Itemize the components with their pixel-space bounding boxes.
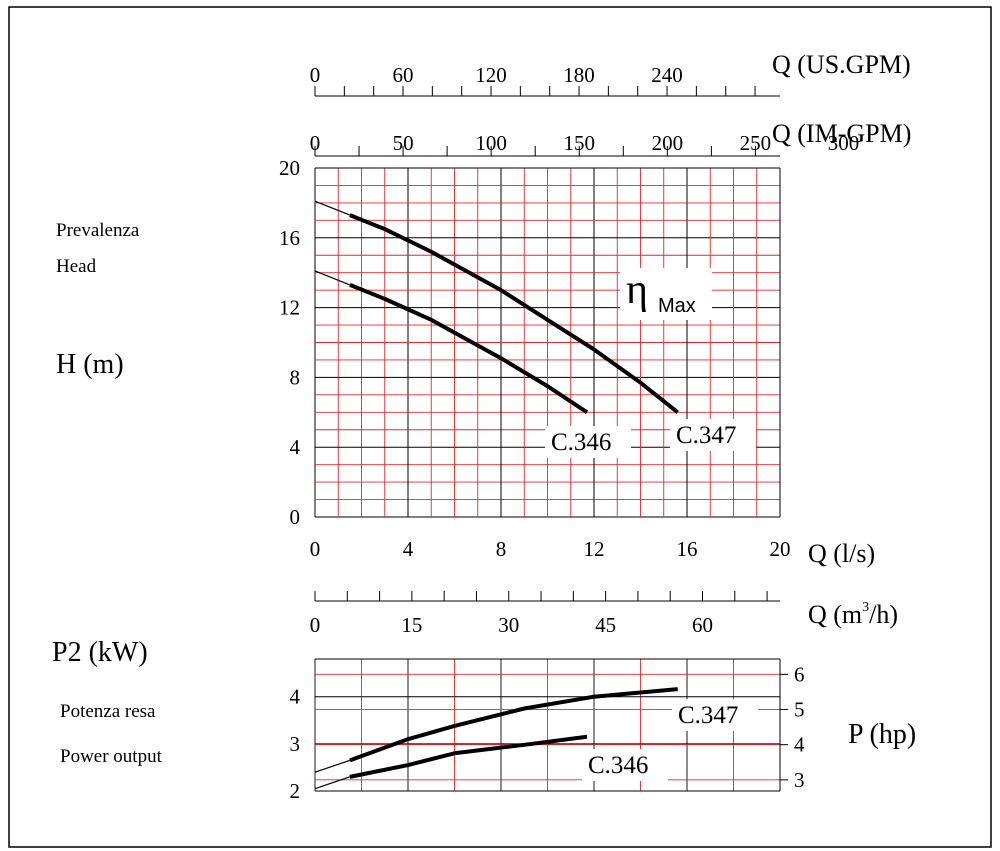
frame-border	[8, 6, 992, 848]
curve-label-c347: C.347	[676, 422, 736, 449]
curve-label-bg	[672, 699, 758, 731]
ls-tick-label: 0	[310, 537, 321, 561]
ls-tick-label: 12	[584, 537, 605, 561]
head-tick-label: 4	[290, 435, 301, 459]
us-gpm-tick-label: 180	[563, 63, 595, 87]
curve-c347-lead	[314, 759, 351, 773]
power-label-it: Potenza resa	[60, 701, 156, 722]
eta-symbol: η	[626, 267, 648, 313]
hp-tick-label: 6	[794, 662, 805, 686]
curve-label-bg	[545, 426, 631, 458]
im-gpm-tick-label: 100	[475, 131, 507, 155]
curve-label-bg	[670, 419, 756, 451]
im-gpm-tick-label: 150	[563, 131, 595, 155]
curve-label-c346: C.346	[588, 752, 648, 779]
head-tick-label: 20	[279, 156, 300, 180]
hp-tick-labels: 3 4 5 6	[780, 662, 805, 792]
m3h-unit-label: Q (m3/h)	[808, 600, 898, 629]
head-tick-label: 0	[290, 505, 301, 529]
m3h-unit-q: Q (m	[808, 600, 862, 629]
head-unit-label: H (m)	[56, 349, 124, 380]
ls-tick-label: 4	[403, 537, 414, 561]
m3h-axis: 0 15 30 45 60	[310, 591, 780, 637]
m3h-tick-label: 60	[692, 613, 713, 637]
ls-tick-label: 8	[496, 537, 507, 561]
hp-tick-label: 3	[794, 768, 805, 792]
curve-c347-lead	[314, 200, 351, 216]
im-gpm-unit-label: Q (IM-GPM)	[772, 119, 911, 148]
m3h-tick-label: 45	[595, 613, 616, 637]
head-tick-label: 16	[279, 226, 300, 250]
curve-label-c347: C.347	[678, 702, 738, 729]
im-gpm-axis: 0 50 100 150 200 250 300	[310, 131, 860, 157]
ls-unit-label: Q (l/s)	[808, 539, 875, 568]
head-tick-label: 12	[279, 296, 300, 320]
curve-label-c346: C.346	[551, 429, 611, 456]
eta-label-bg	[620, 268, 712, 320]
im-gpm-tick-label: 50	[393, 131, 414, 155]
im-gpm-tick-label: 250	[740, 131, 772, 155]
us-gpm-tick-label: 240	[651, 63, 683, 87]
head-tick-labels: 0 4 8 12 16 20	[279, 156, 301, 529]
us-gpm-axis: 0 60 120 180 240	[310, 63, 780, 97]
head-grid	[314, 167, 781, 518]
ls-tick-label: 20	[770, 537, 791, 561]
im-gpm-tick-label: 300	[828, 131, 860, 155]
power-unit-label: P2 (kW)	[52, 637, 148, 668]
eta-subscript: Max	[658, 295, 696, 317]
ls-tick-label: 16	[677, 537, 698, 561]
us-gpm-tick-label: 120	[475, 63, 507, 87]
us-gpm-tick-label: 0	[310, 63, 321, 87]
ls-tick-labels: 0 4 8 12 16 20	[310, 537, 791, 561]
curve-c347	[349, 213, 679, 414]
us-gpm-unit-label: Q (US.GPM)	[772, 50, 911, 79]
curves: C.347 C.346 C.347 C.346	[314, 200, 758, 790]
kw-tick-label: 4	[290, 685, 301, 709]
m3h-unit-sup: 3	[862, 600, 869, 615]
curve-c346	[349, 734, 588, 779]
curve-c346	[349, 283, 589, 414]
us-gpm-tick-label: 60	[393, 63, 414, 87]
im-gpm-tick-label: 0	[310, 131, 321, 155]
m3h-tick-label: 0	[310, 613, 321, 637]
kw-tick-labels: 2 3 4	[290, 685, 301, 803]
kw-tick-label: 2	[290, 779, 301, 803]
hp-tick-label: 4	[794, 733, 805, 757]
curve-c347	[349, 687, 678, 763]
m3h-unit-end: /h)	[869, 600, 898, 629]
m3h-tick-label: 15	[401, 613, 422, 637]
im-gpm-tick-label: 200	[652, 131, 684, 155]
curve-c346-lead	[314, 270, 351, 286]
power-label-en: Power output	[60, 746, 163, 767]
head-label-it: Prevalenza	[56, 220, 140, 241]
curve-c346-lead	[314, 776, 351, 790]
curve-label-bg	[582, 749, 668, 781]
m3h-tick-label: 30	[498, 613, 519, 637]
hp-tick-label: 5	[794, 698, 805, 722]
head-label-en: Head	[56, 256, 97, 277]
head-tick-label: 8	[290, 365, 301, 389]
kw-tick-label: 3	[290, 732, 301, 756]
hp-unit-label: P (hp)	[848, 719, 916, 750]
